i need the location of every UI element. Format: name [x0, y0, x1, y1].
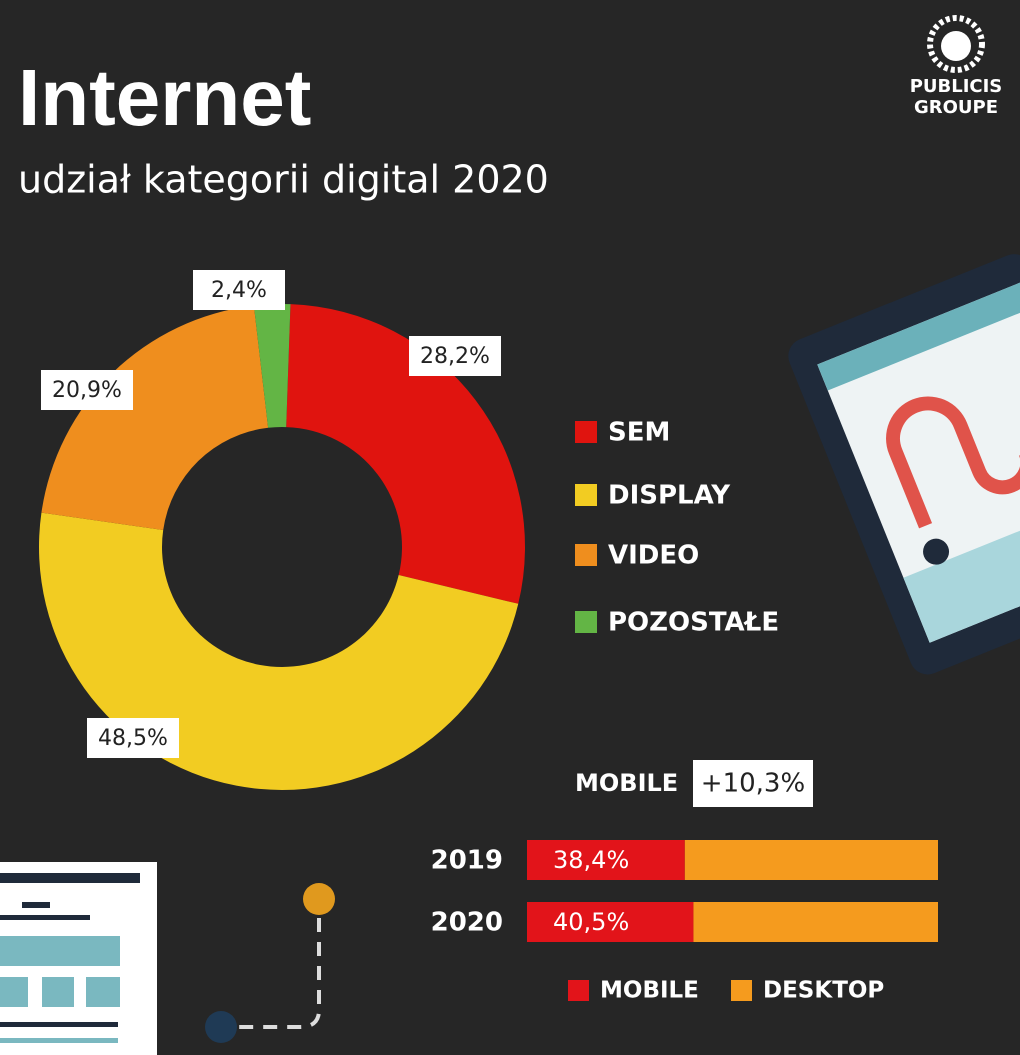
data-label: 40,5%	[553, 908, 629, 936]
logo-mane	[927, 15, 985, 73]
donut-slice	[41, 305, 269, 531]
data-label: 20,9%	[52, 378, 122, 403]
bar-segment	[693, 902, 938, 942]
y-tick-label: 2019	[431, 846, 503, 876]
annotation-label: MOBILE	[575, 769, 678, 797]
data-label: 38,4%	[553, 846, 629, 874]
legend-label: DESKTOP	[763, 978, 884, 1004]
legend-label: SEM	[608, 418, 670, 448]
legend-label: DISPLAY	[608, 481, 731, 511]
browser-block	[42, 977, 74, 1007]
label-box	[409, 336, 501, 376]
bar-segment	[527, 902, 694, 942]
legend-swatch	[568, 980, 589, 1001]
tablet-bar	[817, 282, 1020, 391]
label-box	[87, 718, 179, 758]
browser-block	[0, 936, 120, 966]
connector-dot	[303, 883, 335, 915]
legend-swatch	[575, 484, 597, 506]
title: Internet	[18, 53, 311, 142]
browser-block	[0, 977, 28, 1007]
label-box	[41, 370, 133, 410]
tablet-dot	[923, 538, 950, 565]
logo-text: PUBLICIS	[910, 76, 1003, 97]
legend-swatch	[575, 611, 597, 633]
legend-label: VIDEO	[608, 541, 699, 571]
browser-line	[0, 915, 90, 920]
annotation-box	[693, 760, 813, 807]
data-label: 48,5%	[98, 726, 168, 751]
tablet-illustration	[788, 254, 1020, 675]
browser-block	[86, 977, 120, 1007]
browser-line	[22, 902, 50, 908]
annotation-text: +10,3%	[701, 769, 805, 799]
tablet-icon	[886, 396, 1020, 529]
legend-label: MOBILE	[600, 978, 699, 1004]
browser-line	[0, 1022, 118, 1027]
legend-label: POZOSTAŁE	[608, 608, 779, 638]
browser-bar	[0, 873, 140, 883]
legend-swatch	[731, 980, 752, 1001]
legend-swatch	[575, 421, 597, 443]
donut-slice	[253, 304, 291, 428]
bar-segment	[684, 840, 938, 880]
donut-slice	[286, 304, 525, 604]
bar-segment	[527, 840, 685, 880]
logo-face	[941, 31, 971, 61]
legend-swatch	[575, 544, 597, 566]
browser-illustration	[0, 862, 157, 1055]
data-label: 2,4%	[211, 278, 267, 303]
logo: PUBLICIS GROUPE	[910, 15, 1003, 118]
tablet-bottom	[903, 495, 1020, 643]
logo-text: GROUPE	[914, 97, 998, 118]
subtitle: udział kategorii digital 2020	[18, 158, 549, 202]
connector-dot	[205, 1011, 237, 1043]
label-box	[193, 270, 285, 310]
browser-line	[0, 1038, 118, 1043]
y-tick-label: 2020	[431, 908, 503, 938]
data-label: 28,2%	[420, 344, 490, 369]
dashed-connector	[235, 918, 321, 1029]
